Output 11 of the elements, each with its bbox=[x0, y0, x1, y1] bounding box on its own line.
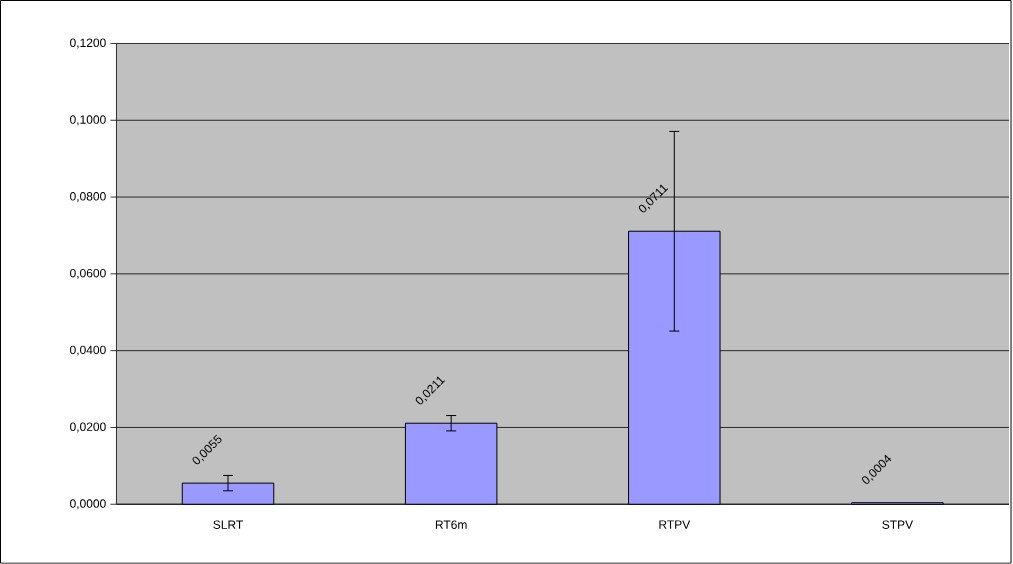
y-tick-label: 0,0000 bbox=[70, 499, 106, 510]
y-tick-label: 0,1000 bbox=[70, 115, 106, 126]
y-tick-label: 0,0600 bbox=[70, 269, 106, 279]
y-tick-label: 0,1200 bbox=[70, 38, 106, 49]
x-tick-label: STPV bbox=[882, 520, 914, 530]
x-tick-label: RTPV bbox=[659, 520, 691, 529]
x-tick-label: SLRT bbox=[213, 520, 243, 530]
y-tick-label: 0,0400 bbox=[70, 345, 106, 356]
y-tick-label: 0,0800 bbox=[70, 192, 106, 203]
y-tick-label: 0,0200 bbox=[70, 422, 106, 433]
x-tick-label: RT6m bbox=[435, 520, 467, 530]
